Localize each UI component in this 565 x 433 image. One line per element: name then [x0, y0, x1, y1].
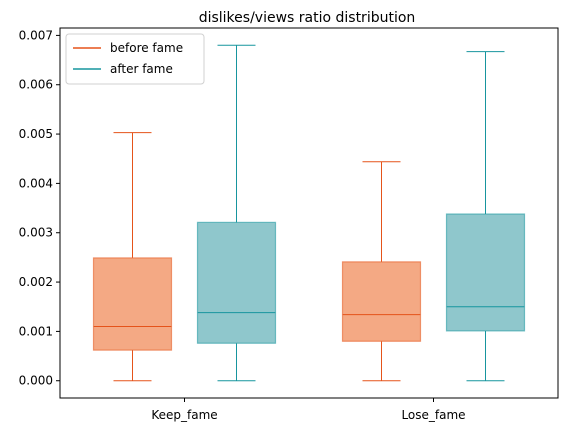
x-axis: Keep_fame Lose_fame: [151, 398, 466, 422]
plot-frame: [59, 27, 559, 399]
y-tick-label-3: 0.003: [19, 226, 53, 240]
iqr-box: [445, 213, 526, 332]
legend-label-1: after fame: [110, 62, 173, 76]
legend: before fame after fame: [65, 33, 205, 85]
x-tick-label-1: Lose_fame: [401, 408, 465, 422]
y-tick-label-1: 0.001: [19, 324, 53, 338]
box-after-fame-keep_fame: [196, 44, 277, 382]
x-tick-label-0: Keep_fame: [151, 408, 217, 422]
box-before-fame-keep_fame: [92, 132, 173, 382]
box-before-fame-lose_fame: [341, 161, 422, 382]
iqr-box: [92, 257, 173, 351]
legend-label-0: before fame: [110, 41, 183, 55]
box-after-fame-lose_fame: [445, 51, 526, 382]
iqr-box: [196, 221, 277, 344]
y-tick-label-2: 0.002: [19, 275, 53, 289]
legend-frame: [65, 33, 205, 85]
chart-title: dislikes/views ratio distribution: [199, 10, 416, 26]
iqr-box: [341, 261, 422, 342]
y-tick-label-0: 0.000: [19, 374, 53, 388]
y-axis: 0.000 0.001 0.002 0.003 0.004 0.005 0.006 0.007: [19, 28, 60, 388]
y-tick-label-6: 0.006: [19, 78, 53, 92]
y-tick-label-7: 0.007: [19, 28, 53, 42]
y-tick-label-4: 0.004: [19, 176, 53, 190]
y-tick-label-5: 0.005: [19, 127, 53, 141]
plot-area: [92, 44, 526, 382]
